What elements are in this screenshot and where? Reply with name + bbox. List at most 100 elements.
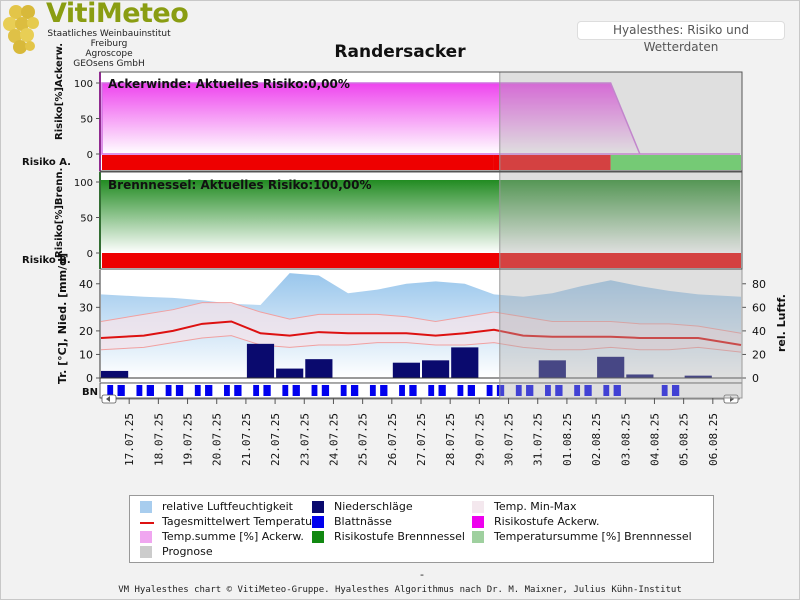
precip-bar — [626, 374, 654, 378]
ytick-label-c-right: 20 — [752, 348, 766, 361]
xtick-label: 20.07.25 — [211, 413, 224, 466]
blattnaesse-mark — [146, 385, 154, 396]
xtick-label: 30.07.25 — [503, 413, 516, 466]
org-line: GEOsens GmbH — [73, 59, 145, 69]
xtick-label: 04.08.25 — [648, 413, 661, 466]
organisation-lines: Staatliches Weinbauinstitut Freiburg Agr… — [36, 29, 182, 69]
blattnaesse-mark — [380, 385, 388, 396]
brand-name: VitiMeteo — [46, 0, 189, 29]
legend-swatch — [472, 531, 484, 543]
blattnaesse-mark — [661, 385, 668, 396]
blattnaesse-mark — [175, 385, 184, 396]
ytick-label-a: 100 — [74, 79, 93, 90]
blattnaesse-mark — [350, 385, 359, 396]
blattnaesse-mark — [555, 385, 563, 396]
blattnaesse-mark — [457, 385, 464, 396]
ytick-label-a: 0 — [87, 150, 93, 161]
ackerwinde-area — [101, 82, 740, 155]
precip-bar — [684, 375, 712, 378]
xtick-label: 22.07.25 — [269, 413, 282, 466]
xtick-label: 21.07.25 — [240, 413, 253, 466]
blattnaesse-mark — [545, 385, 551, 396]
blattnaesse-mark — [165, 385, 172, 396]
ytick-label-c-left: 30 — [79, 301, 93, 314]
legend-label: Prognose — [162, 545, 213, 558]
blattnaesse-mark — [282, 385, 289, 396]
xtick-label: 19.07.25 — [182, 413, 195, 466]
blattnaesse-mark — [409, 385, 417, 396]
panel-b-border — [99, 171, 743, 270]
xtick-label: 25.07.25 — [357, 413, 370, 466]
legend-swatch — [312, 531, 324, 543]
legend-label: Temp. Min-Max — [494, 500, 577, 513]
blattnaesse-mark — [438, 385, 446, 396]
blattnaesse-mark — [321, 385, 330, 396]
legend-swatch — [472, 501, 484, 513]
risk-a-segment — [493, 155, 611, 170]
ytick-label-c-left: 40 — [79, 278, 93, 291]
panel-b-ylabel: Risiko[%]Brenn. — [54, 168, 65, 258]
xtick-label: 01.08.25 — [561, 413, 574, 466]
blattnaesse-mark — [526, 385, 534, 396]
precip-bar — [597, 356, 625, 378]
temp-min-max-band — [101, 302, 741, 353]
org-line: Agroscope — [85, 49, 133, 59]
legend-swatch — [140, 546, 152, 558]
ytick-label-b: 100 — [74, 178, 93, 189]
legend-swatch — [472, 516, 484, 528]
xtick-label: 24.07.25 — [327, 413, 340, 466]
panel-a-title: Ackerwinde: Aktuelles Risiko:0,00% — [108, 77, 350, 91]
panel-b-title: Brennnessel: Aktuelles Risiko:100,00% — [108, 178, 372, 192]
blattnaesse-mark — [136, 385, 143, 396]
blattnaesse-mark — [263, 385, 271, 396]
precip-bar — [538, 360, 566, 378]
blattnaesse-mark — [496, 385, 505, 396]
brennnessel-area — [101, 180, 740, 253]
blattnaesse-mark — [205, 385, 213, 396]
module-title: Hyalesthes: Risiko und Wetterdaten — [577, 21, 785, 54]
temp-max-line — [100, 302, 742, 334]
blattnaesse-mark — [574, 385, 581, 396]
blattnaesse-mark — [194, 385, 201, 396]
precip-bar — [276, 368, 304, 378]
legend-label: Risikostufe Brennnessel — [334, 530, 465, 543]
precip-bar — [451, 347, 479, 378]
blattnaesse-mark — [117, 385, 125, 396]
panel-c-ylabel-left: Tr. [°C], Nied. [mm/d] — [56, 253, 69, 384]
legend-label: Risikostufe Ackerw. — [494, 515, 600, 528]
ytick-label-c-right: 0 — [752, 372, 759, 385]
prognose-overlay — [499, 71, 743, 399]
ytick-label-c-right: 40 — [752, 325, 766, 338]
bn-label: BN — [82, 387, 98, 398]
scroll-left-handle-icon[interactable] — [101, 394, 117, 404]
xtick-label: 29.07.25 — [473, 413, 486, 466]
panel-c-ylabel-right: rel. Luftf. — [775, 294, 788, 352]
risk-b-segment — [102, 253, 741, 268]
legend-swatch — [140, 531, 152, 543]
precip-bar — [305, 359, 333, 378]
blattnaesse-mark — [428, 385, 435, 396]
legend-swatch — [140, 522, 154, 524]
panel-a-row-label: Risiko A. — [22, 157, 71, 168]
legend-swatch — [140, 501, 152, 513]
blattnaesse-mark — [613, 385, 621, 396]
blattnaesse-mark — [369, 385, 376, 396]
legend-label: relative Luftfeuchtigkeit — [162, 500, 293, 513]
temp-min-line — [100, 335, 742, 353]
ytick-label-b: 0 — [87, 249, 93, 260]
footer-credits: VM Hyalesthes chart © VitiMeteo-Gruppe. … — [118, 585, 682, 595]
blattnaesse-mark — [292, 385, 300, 396]
ytick-label-c-left: 10 — [79, 348, 93, 361]
blattnaesse-mark — [224, 385, 230, 396]
ytick-label-c-left: 20 — [79, 325, 93, 338]
xtick-label: 26.07.25 — [386, 413, 399, 466]
blattnaesse-mark — [467, 385, 475, 396]
xtick-label: 23.07.25 — [298, 413, 311, 466]
ytick-label-b: 50 — [80, 214, 93, 225]
legend-swatch — [312, 501, 324, 513]
ytick-label-a: 50 — [80, 115, 93, 126]
xtick-label: 31.07.25 — [532, 413, 545, 466]
legend: relative Luftfeuchtigkeit Niederschläge Te… — [129, 495, 714, 563]
legend-label: Temp.summe [%] Ackerw. — [162, 530, 304, 543]
